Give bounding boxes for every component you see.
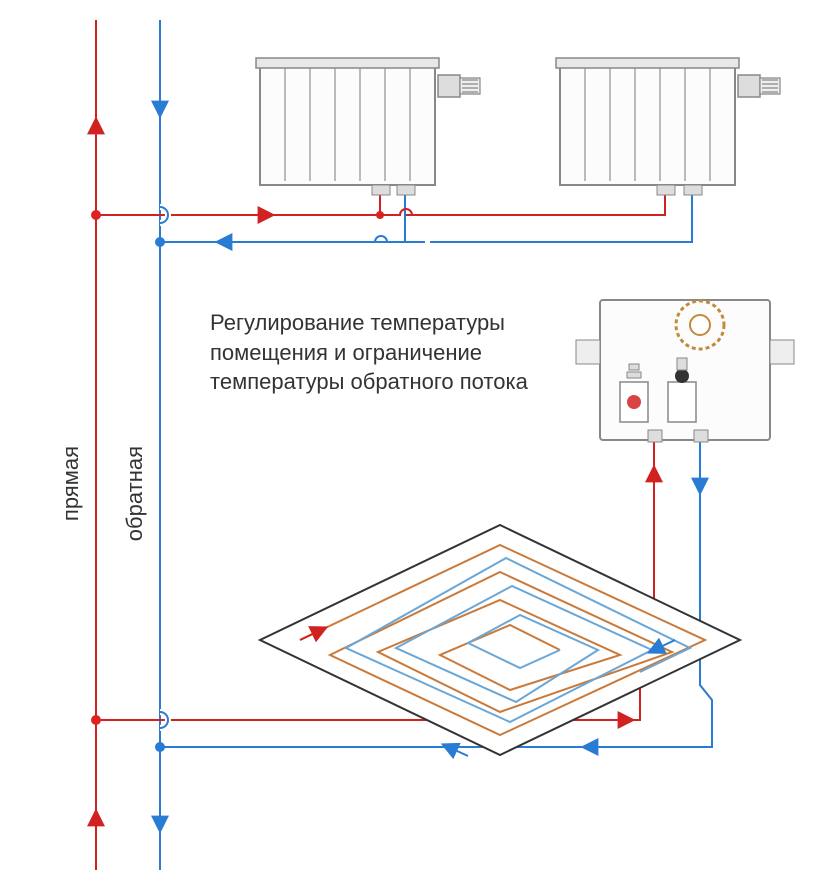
return-riser-label: обратная — [122, 446, 148, 541]
floor-heating-label: панельное отопление — [368, 786, 590, 812]
radiator-2 — [556, 58, 780, 195]
heating-diagram — [0, 0, 826, 884]
radiator-1 — [256, 58, 480, 195]
controller-unit — [576, 300, 794, 442]
floor-return-from-controller — [160, 440, 712, 747]
floor-supply-to-controller — [96, 440, 654, 720]
floor-panel — [260, 525, 740, 756]
radiator-return-pipe — [160, 188, 692, 242]
radiator-supply-pipe — [96, 188, 665, 215]
supply-riser-label: прямая — [58, 446, 84, 521]
main-description-text: Регулирование температуры помещения и ог… — [210, 308, 580, 397]
